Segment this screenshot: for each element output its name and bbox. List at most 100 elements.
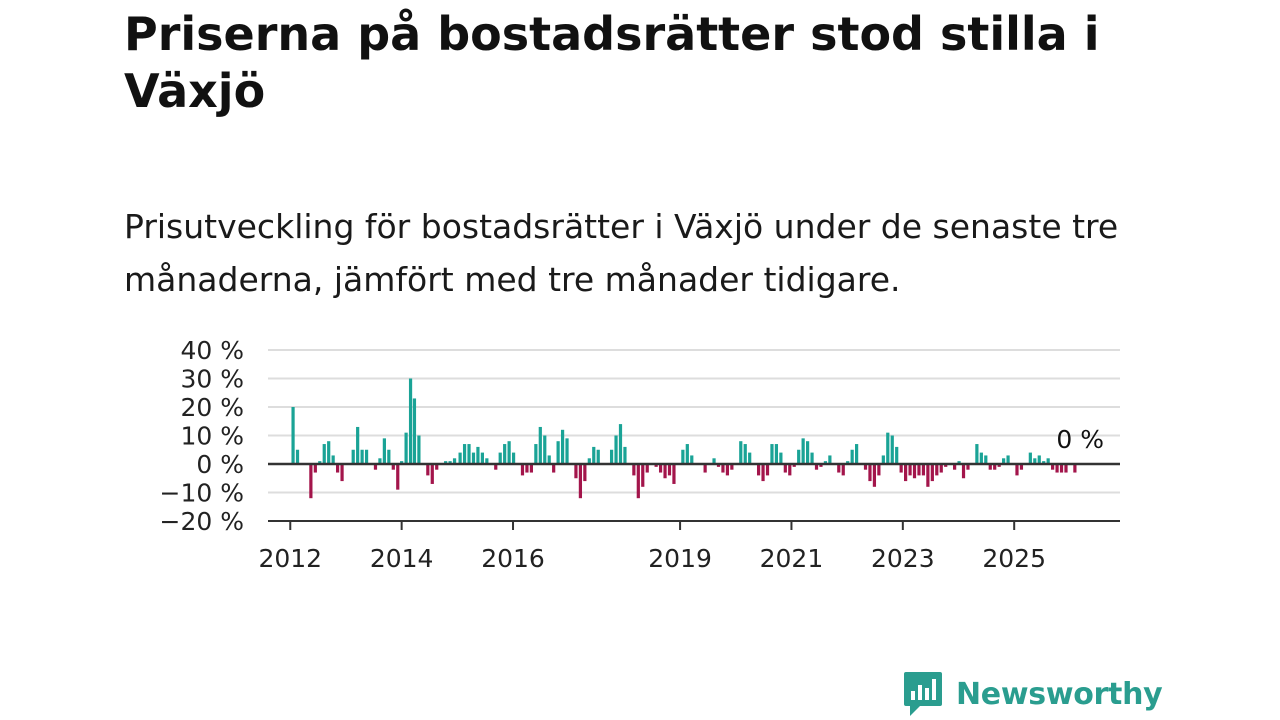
bar bbox=[444, 461, 448, 464]
y-tick-label: 0 % bbox=[196, 450, 244, 479]
bar bbox=[404, 432, 408, 464]
bar bbox=[417, 435, 421, 464]
bar bbox=[748, 452, 752, 464]
bar bbox=[908, 464, 912, 476]
bar bbox=[837, 464, 841, 473]
bar bbox=[663, 464, 667, 479]
bar bbox=[1019, 464, 1024, 470]
bar bbox=[703, 464, 707, 473]
bar bbox=[400, 461, 404, 464]
bar bbox=[957, 461, 961, 464]
bar bbox=[658, 464, 663, 473]
bar bbox=[525, 464, 529, 473]
bar bbox=[979, 452, 983, 464]
bar bbox=[618, 424, 623, 464]
bar bbox=[1046, 458, 1050, 464]
bar bbox=[988, 464, 992, 470]
bar bbox=[961, 464, 966, 479]
bar bbox=[743, 444, 747, 464]
bar bbox=[574, 464, 578, 479]
bar bbox=[462, 444, 467, 464]
y-tick-label: 10 % bbox=[180, 422, 244, 451]
bar bbox=[1059, 464, 1064, 473]
bar bbox=[654, 464, 658, 467]
bar bbox=[596, 449, 600, 464]
bar bbox=[476, 446, 480, 464]
bar bbox=[327, 441, 331, 464]
bar bbox=[921, 464, 926, 476]
bar bbox=[356, 426, 360, 464]
x-tick-label: 2012 bbox=[258, 544, 322, 573]
bar bbox=[511, 452, 516, 464]
bar bbox=[313, 464, 317, 473]
bar bbox=[672, 464, 676, 484]
bar bbox=[382, 438, 386, 464]
bar bbox=[378, 458, 382, 464]
bar bbox=[877, 464, 881, 476]
bar bbox=[538, 426, 542, 464]
x-tick-label: 2025 bbox=[982, 544, 1046, 573]
bar bbox=[765, 464, 770, 476]
bar bbox=[1033, 458, 1037, 464]
bar bbox=[587, 458, 591, 464]
bar bbox=[993, 464, 997, 470]
bar bbox=[792, 464, 796, 467]
bar bbox=[690, 455, 694, 464]
latest-value-label: 0 % bbox=[1056, 425, 1104, 454]
bar bbox=[681, 449, 685, 464]
bar bbox=[774, 444, 779, 464]
bar bbox=[930, 464, 934, 482]
x-tick-label: 2023 bbox=[871, 544, 935, 573]
bar bbox=[435, 464, 439, 470]
bar bbox=[485, 458, 489, 464]
bar bbox=[498, 452, 502, 464]
bar bbox=[788, 464, 792, 476]
bar bbox=[1006, 455, 1010, 464]
bar bbox=[1064, 464, 1068, 473]
bar bbox=[730, 464, 734, 470]
bar bbox=[810, 452, 814, 464]
bar bbox=[944, 464, 948, 467]
bar bbox=[890, 435, 894, 464]
bar bbox=[1015, 464, 1019, 476]
bar bbox=[872, 464, 877, 487]
bar bbox=[828, 455, 832, 464]
chart-subtitle: Prisutveckling för bostadsrätter i Växjö… bbox=[124, 207, 1119, 299]
chart-title: Priserna på bostadsrätter stod stilla i … bbox=[124, 7, 1100, 118]
bar bbox=[912, 464, 917, 479]
bar bbox=[917, 464, 921, 476]
bar bbox=[1051, 464, 1055, 470]
bar bbox=[641, 464, 645, 487]
bar bbox=[291, 407, 295, 464]
x-axis-ticks: 2012 2014 2016 2019 2021 2023 2025 bbox=[258, 521, 1046, 573]
bar bbox=[583, 464, 587, 482]
bar bbox=[471, 452, 476, 464]
bar bbox=[547, 455, 551, 464]
bar bbox=[1037, 455, 1041, 464]
bar bbox=[685, 444, 689, 464]
bar bbox=[841, 464, 845, 476]
bar bbox=[560, 429, 565, 464]
bar bbox=[1073, 464, 1077, 473]
x-tick-label: 2021 bbox=[760, 544, 824, 573]
bar bbox=[408, 378, 413, 464]
bar bbox=[412, 398, 417, 464]
y-tick-label: −10 % bbox=[160, 479, 244, 508]
bar bbox=[364, 449, 369, 464]
bar bbox=[391, 464, 395, 470]
bar bbox=[935, 464, 939, 476]
bar bbox=[926, 464, 930, 487]
bar bbox=[636, 464, 640, 499]
bar bbox=[756, 464, 761, 476]
bar bbox=[556, 441, 560, 464]
bar bbox=[881, 455, 885, 464]
bar bbox=[336, 464, 340, 473]
bar bbox=[331, 455, 335, 464]
bar bbox=[507, 441, 511, 464]
bar bbox=[846, 461, 850, 464]
bar bbox=[814, 464, 819, 470]
bar bbox=[373, 464, 378, 470]
bar bbox=[779, 452, 783, 464]
bar bbox=[448, 461, 452, 464]
bar bbox=[632, 464, 636, 476]
